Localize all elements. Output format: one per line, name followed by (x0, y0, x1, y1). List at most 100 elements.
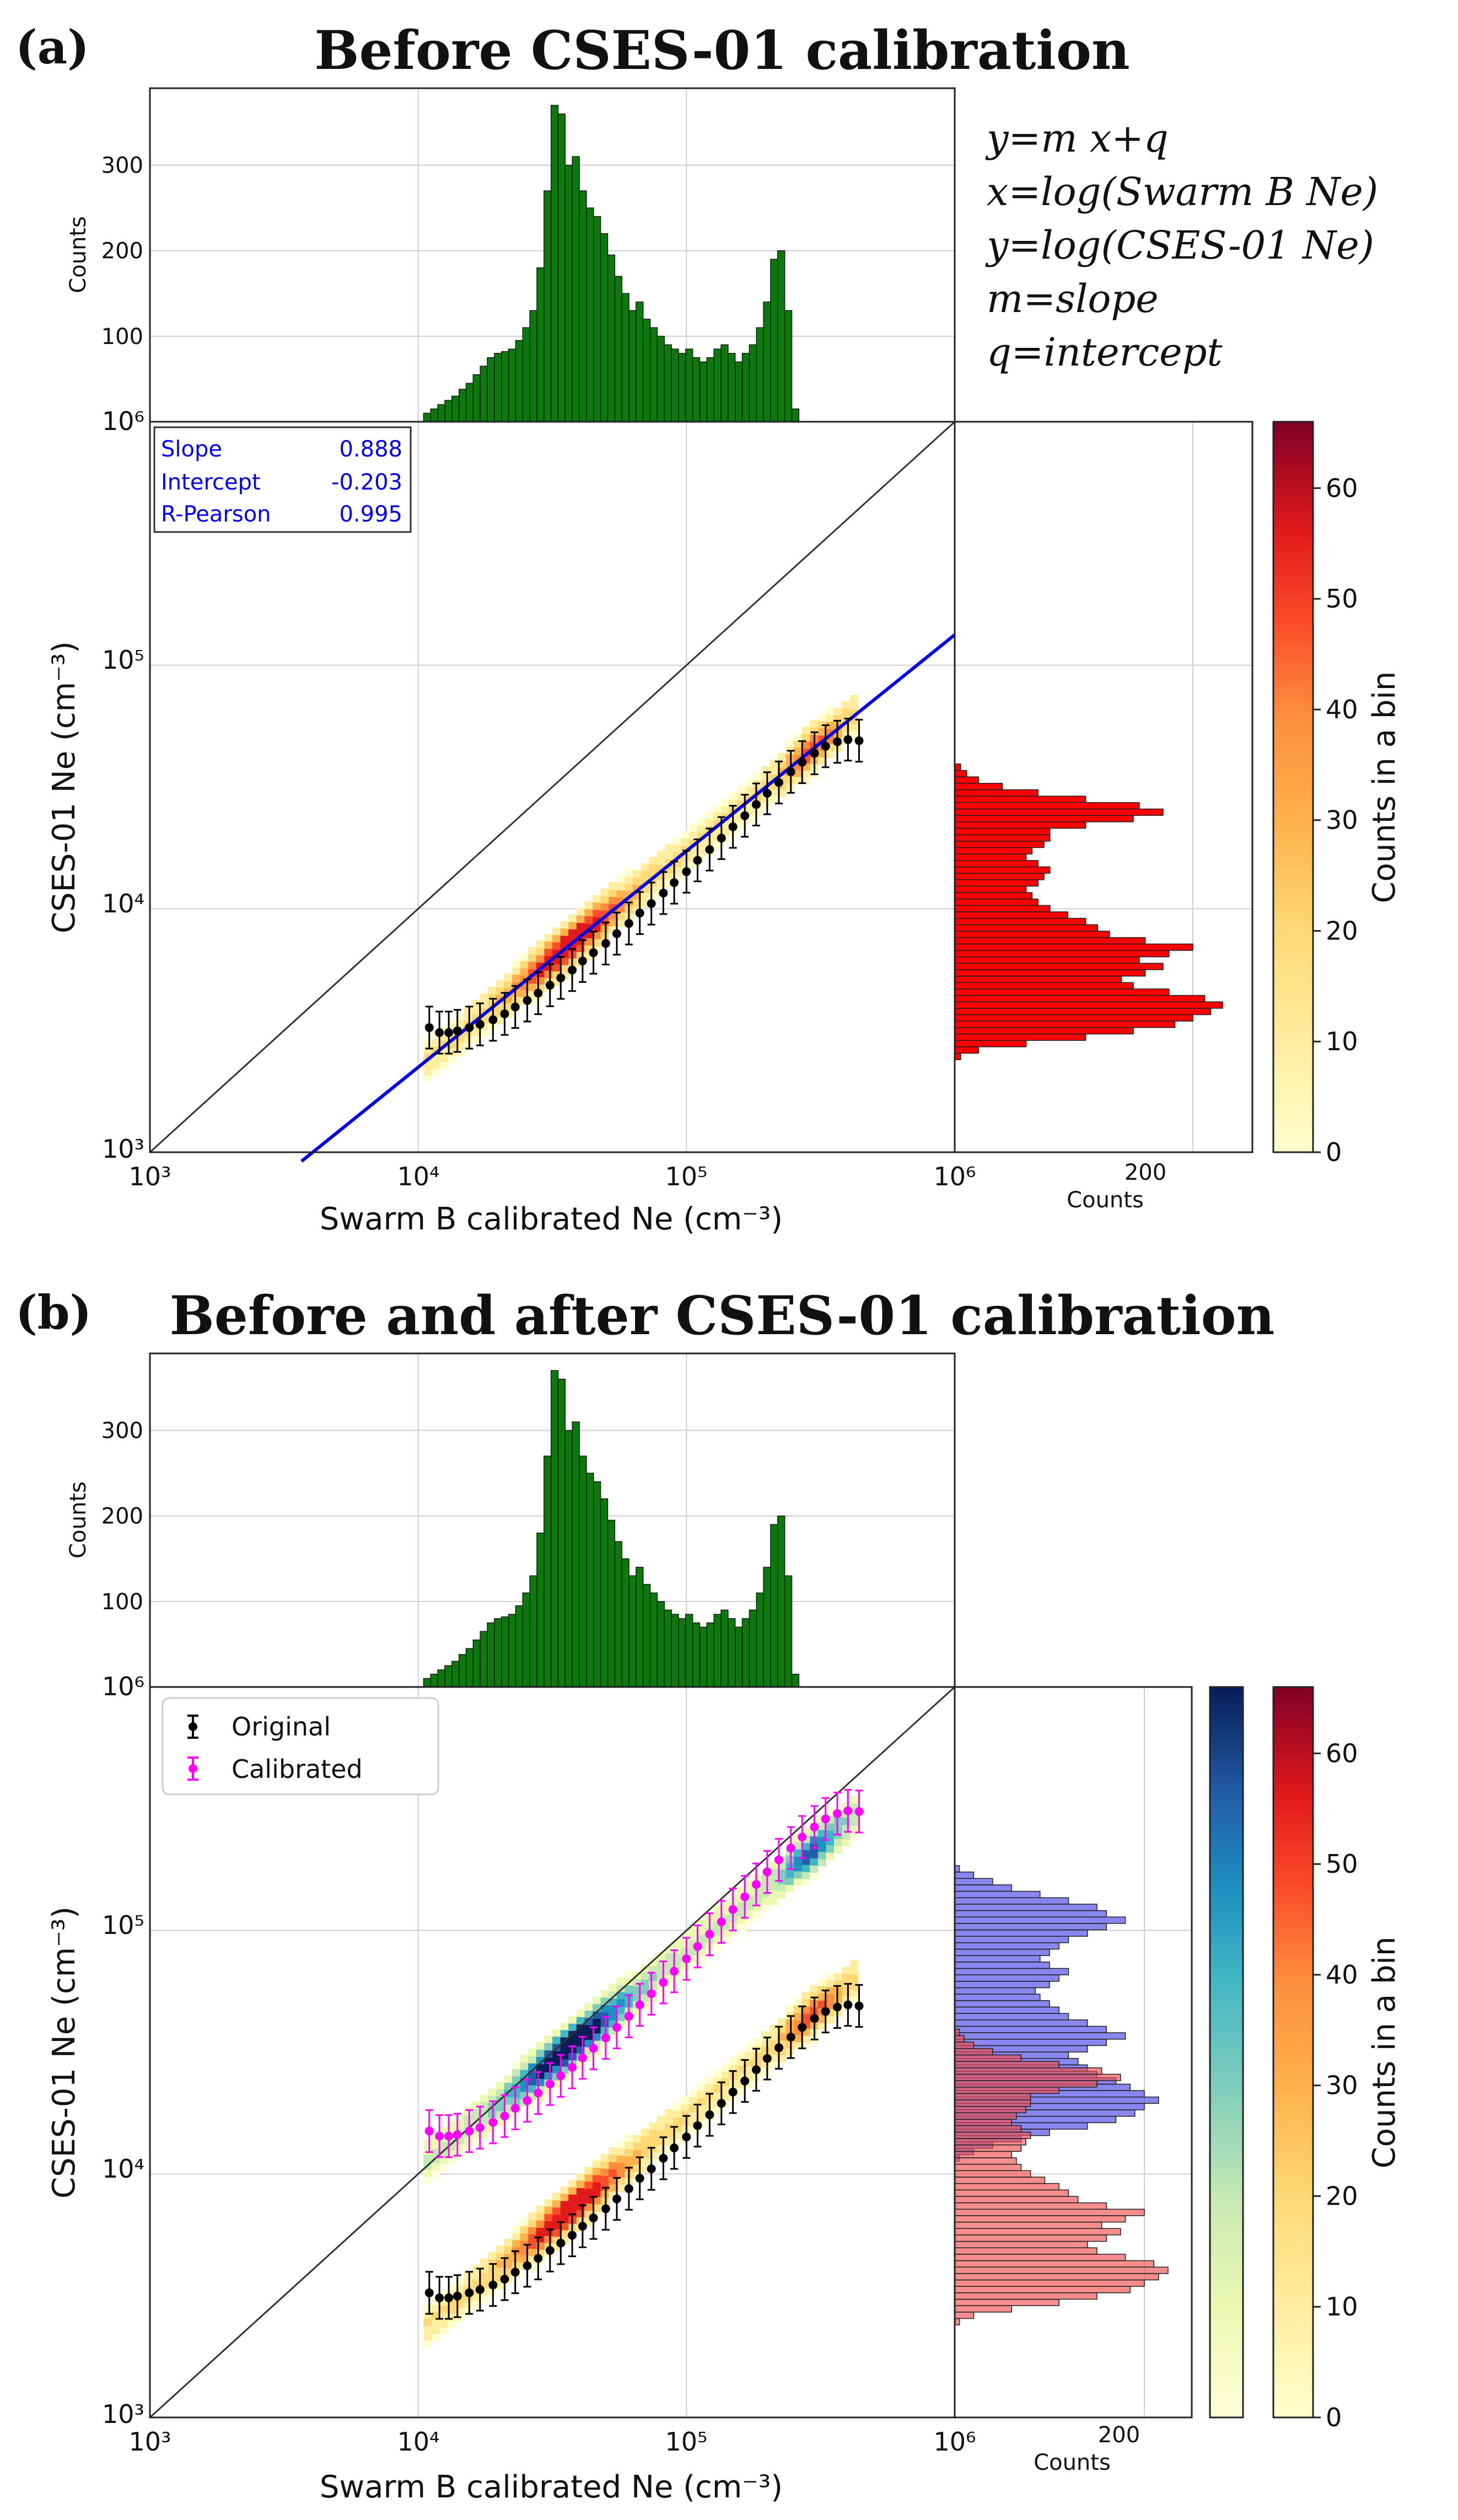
heatmap-cell-original (576, 922, 585, 931)
heatmap-cell-original (801, 1998, 810, 2007)
heatmap-cell-original (697, 818, 706, 826)
heatmap-cell-original (754, 2074, 762, 2082)
heatmap-cell-calibrated (761, 1904, 770, 1912)
heatmap-cell-original (786, 754, 794, 762)
heatmap-cell-calibrated (616, 1991, 625, 2000)
original-point (821, 2007, 830, 2016)
heatmap-cell-original (544, 2221, 553, 2229)
heatmap-cell-calibrated (544, 2043, 553, 2051)
heatmap-cell-original (576, 2202, 585, 2210)
original-point (798, 757, 807, 767)
right-hist-bar (954, 1052, 961, 1060)
fit-line (300, 633, 956, 1163)
right-hist-bar (954, 1027, 1134, 1035)
heatmap-cell-original (761, 773, 770, 781)
right-hist-bar (954, 1008, 1212, 1015)
heatmap-cell-original (432, 2312, 440, 2320)
right-hist-bar (954, 931, 1110, 938)
heatmap-cell-original (584, 938, 593, 946)
heatmap-cell-original (609, 882, 617, 890)
top-hist-bar (564, 164, 573, 422)
heatmap-cell-original (472, 1000, 481, 1008)
calibrated-point (728, 1905, 738, 1914)
right-hist-bar-original (954, 2080, 1097, 2088)
heatmap-cell-original (786, 2019, 794, 2027)
heatmap-cell-calibrated (584, 2003, 593, 2011)
heatmap-cell-original (496, 2267, 504, 2275)
calibrated-point (424, 2126, 434, 2136)
top-hist-bar (692, 357, 701, 422)
heatmap-cell-original (641, 2158, 649, 2166)
original-point (601, 2204, 610, 2213)
heatmap-cell-original (528, 2219, 537, 2227)
stat-value: 0.888 (339, 437, 402, 462)
heatmap-cell-calibrated (504, 2104, 513, 2113)
calibrated-point (682, 1954, 691, 1964)
original-point (488, 2280, 498, 2290)
right-hist-bar (954, 943, 1193, 951)
calibrated-point (774, 1855, 783, 1865)
heatmap-cell-original (850, 1974, 859, 1982)
heatmap-cell-calibrated (616, 1984, 625, 1992)
heatmap-cell-original (817, 1979, 826, 1986)
heatmap-cell-original (649, 2122, 658, 2130)
original-point (578, 957, 587, 966)
heatmap-cell-original (552, 2193, 561, 2201)
heatmap-cell-calibrated (801, 1842, 810, 1851)
heatmap-cell-calibrated (834, 1846, 843, 1853)
heatmap-cell-original (754, 2038, 762, 2046)
legend-label: Calibrated (232, 1754, 363, 1784)
heatmap-cell-original (826, 707, 835, 715)
heatmap-cell-original (794, 2005, 803, 2013)
heatmap-cell-calibrated (432, 2170, 440, 2178)
heatmap-cell-original (616, 2177, 625, 2185)
right-hist-bar (954, 956, 1140, 964)
calibrated-point (534, 2088, 543, 2098)
heatmap-cell-original (480, 993, 488, 1001)
heatmap-cell-original (713, 841, 722, 850)
heatmap-cell-calibrated (817, 1844, 826, 1852)
original-point (556, 973, 566, 982)
top-hist-tick-label: 100 (101, 1589, 143, 1615)
calibrated-point (612, 2023, 621, 2032)
heatmap-cell-original (576, 2210, 585, 2218)
top-hist-tick-label: 100 (101, 324, 143, 350)
colorbar: 0 10 20 30 40 50 60 Counts in a bin (1272, 421, 1402, 1167)
top-hist-bar (593, 1481, 601, 1688)
heatmap-cell-original (584, 901, 593, 910)
heatmap-cell-calibrated (464, 2108, 472, 2115)
original-point (523, 2261, 532, 2270)
heatmap-cell-original (616, 919, 625, 927)
heatmap-cell-original (584, 2181, 593, 2189)
right-hist-bar (954, 808, 1164, 816)
heatmap-cell-original (745, 779, 754, 787)
top-hist-grid: 100 200 300 (101, 1353, 955, 1688)
heatmap-cell-original (786, 2041, 794, 2049)
heatmap-cell-calibrated (472, 2115, 481, 2124)
original-point (612, 2194, 621, 2204)
top-hist-bar (734, 1626, 743, 1688)
heatmap-cell-original (826, 1972, 835, 1980)
heatmap-cell-original (472, 2301, 481, 2309)
heatmap-cell-original (689, 2104, 698, 2112)
heatmap-cell-calibrated (544, 2065, 553, 2073)
heatmap-cell-original (850, 1989, 859, 1997)
heatmap-cell-original (593, 2160, 601, 2168)
heatmap-cell-original (609, 2184, 617, 2191)
heatmap-cell-calibrated (512, 2068, 521, 2077)
y-tick-label: 10⁶ (102, 1672, 144, 1701)
heatmap-cell-original (560, 957, 569, 965)
right-hist-bar (954, 892, 1033, 900)
right-hist-bar-calibrated (954, 1994, 1041, 2001)
right-hist-bar-original (954, 2105, 1026, 2114)
heatmap-cell-calibrated (432, 2148, 440, 2156)
heatmap-cell-calibrated (528, 2048, 537, 2056)
heatmap-cell-original (560, 2222, 569, 2231)
heatmap-cell-calibrated (568, 2016, 577, 2024)
calibrated-point (670, 1966, 679, 1976)
heatmap-cell-original (448, 1055, 456, 1063)
original-point (693, 856, 702, 865)
heatmap-cell-original (657, 2123, 665, 2131)
right-hist-bar-calibrated (954, 2006, 1059, 2014)
heatmap-cell-original (801, 2006, 810, 2014)
